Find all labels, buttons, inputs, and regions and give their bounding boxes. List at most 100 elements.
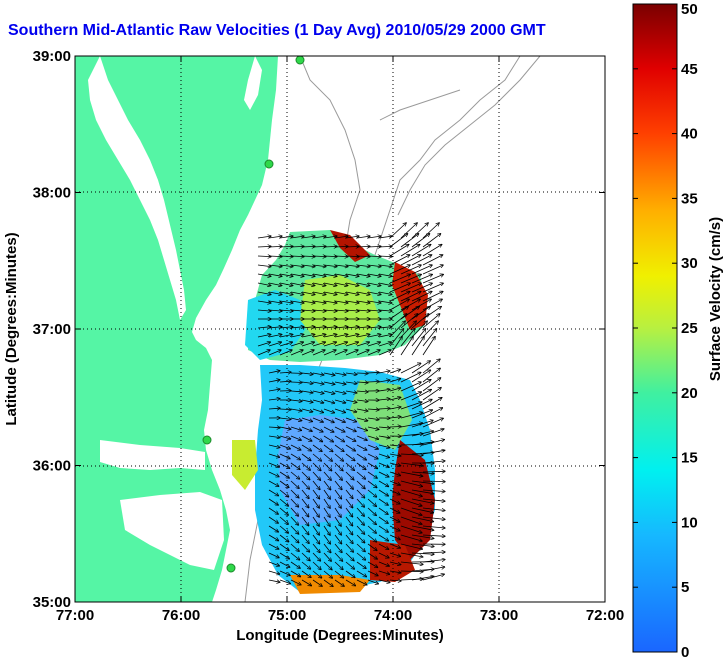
velocity-vector (345, 453, 355, 461)
velocity-vector (268, 273, 282, 276)
velocity-vector (367, 291, 381, 295)
velocity-vector (290, 334, 304, 338)
velocity-vector (268, 327, 282, 328)
velocity-vector (422, 418, 443, 428)
velocity-vector (411, 516, 434, 522)
velocity-vector (334, 552, 343, 561)
velocity-vector (367, 561, 378, 567)
velocity-vector (268, 371, 280, 374)
velocity-vector (268, 256, 282, 257)
velocity-vector (411, 299, 431, 311)
velocity-vector (367, 579, 378, 584)
velocity-vector (290, 561, 300, 568)
velocity-vector (345, 417, 356, 422)
velocity-vector (356, 516, 364, 525)
velocity-vector (422, 398, 442, 410)
velocity-vector (312, 301, 326, 303)
velocity-vector (400, 314, 418, 329)
velocity-vector (268, 552, 279, 558)
velocity-vector (389, 561, 401, 565)
velocity-vector (367, 327, 381, 328)
station-marker[interactable] (264, 159, 274, 169)
velocity-vector (257, 246, 271, 247)
velocity-vector (323, 291, 337, 295)
velocity-vector (356, 301, 370, 303)
x-tick-label: 75:00 (268, 607, 306, 624)
velocity-vector (356, 417, 368, 421)
velocity-vector (422, 223, 439, 239)
velocity-vector (411, 314, 429, 329)
velocity-vector (356, 462, 366, 470)
velocity-vector (345, 471, 354, 480)
velocity-vector (400, 283, 421, 293)
velocity-vector (268, 507, 278, 514)
velocity-vector (323, 525, 330, 535)
velocity-vector (422, 299, 442, 311)
velocity-vector (400, 462, 423, 466)
velocity-vector (356, 373, 368, 374)
velocity-vector (345, 291, 359, 295)
velocity-vector (389, 462, 401, 466)
velocity-vector (290, 498, 299, 507)
velocity-vector (279, 453, 290, 459)
velocity-vector (345, 534, 353, 544)
velocity-vector (312, 471, 320, 480)
velocity-vector (400, 245, 420, 257)
velocity-vector (345, 579, 355, 586)
velocity-vector (411, 370, 431, 383)
velocity-vector (312, 579, 322, 586)
velocity-vector (301, 489, 309, 499)
velocity-vector (323, 301, 337, 303)
velocity-vector (389, 321, 405, 338)
x-tick-label: 73:00 (480, 607, 518, 624)
map-title: Southern Mid-Atlantic Raw Velocities (1 … (8, 22, 546, 39)
colorbar (632, 3, 678, 653)
velocity-vector (389, 498, 400, 504)
radar-stations (202, 56, 305, 573)
station-marker[interactable] (295, 56, 305, 65)
velocity-vector (389, 397, 401, 401)
velocity-vector (323, 334, 337, 338)
velocity-vector (279, 427, 291, 429)
velocity-vector (279, 480, 289, 488)
velocity-vector (323, 552, 331, 561)
velocity-vector (301, 291, 315, 295)
velocity-vector (312, 516, 319, 526)
velocity-vector (400, 337, 413, 356)
velocity-vector (400, 543, 422, 549)
velocity-vector (301, 498, 309, 508)
velocity-vector (378, 552, 389, 558)
velocity-vector (312, 435, 323, 442)
velocity-vector (268, 453, 280, 457)
velocity-vector (312, 426, 323, 432)
velocity-vector (268, 380, 280, 382)
velocity-vector (367, 444, 378, 449)
velocity-vector (301, 282, 315, 286)
velocity-vector (345, 507, 353, 517)
velocity-vector (279, 372, 291, 373)
velocity-vector (356, 534, 365, 543)
colorbar-tick-label: 15 (681, 450, 698, 467)
velocity-vector (334, 246, 348, 247)
velocity-vector (268, 489, 278, 496)
velocity-vector (400, 372, 421, 383)
velocity-vector (422, 567, 445, 572)
velocity-vector (345, 570, 355, 578)
velocity-vector (323, 534, 330, 544)
velocity-vector (400, 571, 423, 572)
velocity-vector (268, 389, 280, 391)
velocity-vector (367, 570, 378, 576)
velocity-vector (279, 471, 289, 478)
station-marker[interactable] (226, 563, 236, 573)
velocity-vector (422, 329, 437, 347)
velocity-vector (389, 427, 401, 428)
velocity-vector (334, 543, 342, 553)
station-marker[interactable] (202, 435, 212, 445)
colorbar-tick-label: 40 (681, 126, 698, 143)
velocity-vector (389, 571, 401, 573)
velocity-vector (378, 489, 388, 496)
velocity-vector (422, 255, 443, 266)
velocity-vector (367, 507, 376, 515)
velocity-vector (389, 370, 400, 374)
velocity-vector (279, 561, 290, 567)
